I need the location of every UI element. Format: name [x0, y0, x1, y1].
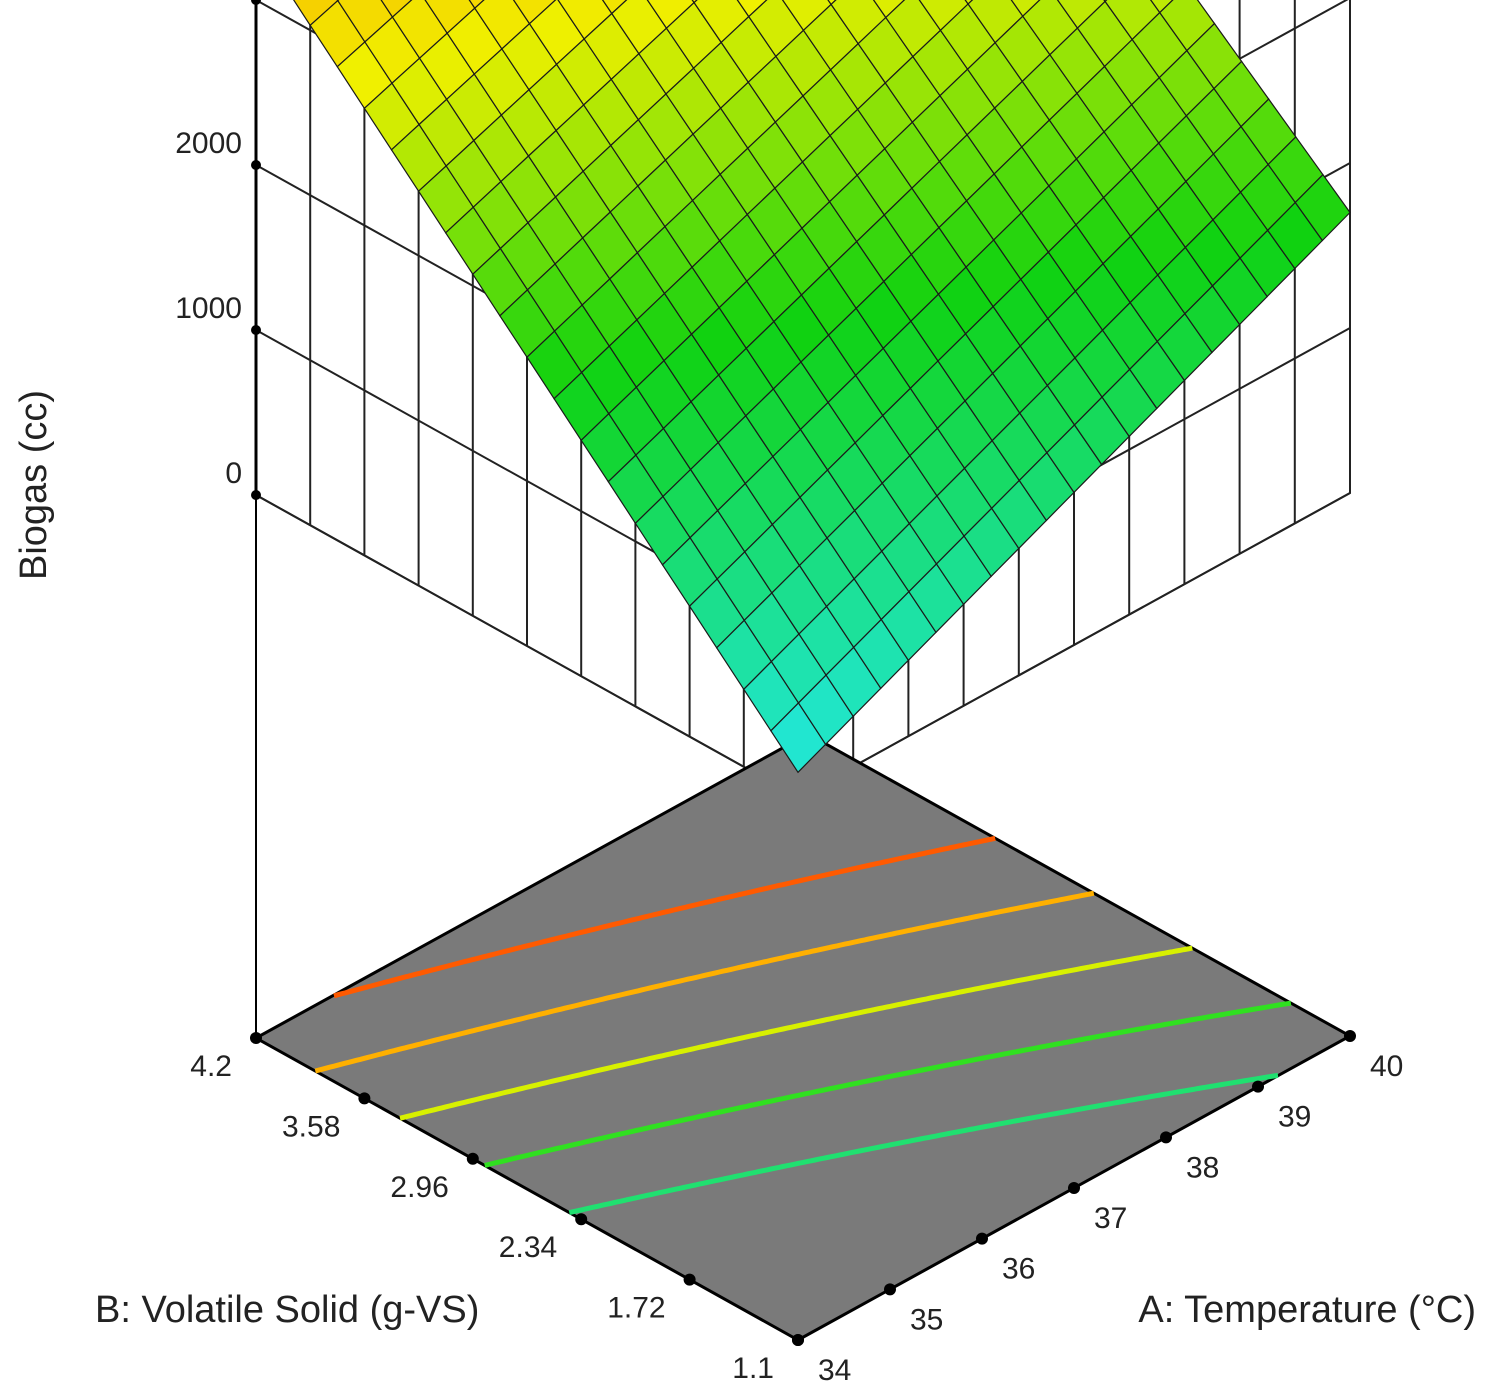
x-tick-label: 38 — [1186, 1151, 1219, 1184]
y-tick-label: 2.34 — [499, 1231, 557, 1264]
x-tick-dot — [1344, 1030, 1356, 1042]
y-axis-title: B: Volatile Solid (g-VS) — [95, 1289, 479, 1331]
z-tick-label: 0 — [225, 457, 242, 490]
y-tick-label: 2.96 — [390, 1171, 448, 1204]
x-tick-dot — [792, 1334, 804, 1346]
x-tick-dot — [1068, 1182, 1080, 1194]
x-tick-dot — [1160, 1131, 1172, 1144]
x-tick-label: 39 — [1278, 1101, 1311, 1134]
contour-line — [333, 835, 996, 999]
x-tick-label: 34 — [818, 1354, 851, 1387]
surface-cell — [468, 0, 485, 10]
floor-contours — [314, 835, 1292, 1216]
surface-cell — [601, 0, 628, 15]
x-tick-label: 40 — [1370, 1050, 1403, 1083]
x-tick-dot — [1252, 1080, 1264, 1093]
z-tick-dot — [251, 0, 261, 5]
axes — [250, 0, 1356, 1346]
y-tick-dot — [358, 1092, 371, 1105]
y-tick-label: 4.2 — [190, 1050, 232, 1083]
x-tick-dot — [884, 1283, 896, 1296]
surface-cell — [736, 0, 768, 18]
z-tick-label: 2000 — [175, 127, 242, 160]
response-surface — [293, 0, 1351, 774]
floor-plane — [252, 732, 1354, 1342]
contour-line — [399, 945, 1193, 1121]
z-tick-label: 1000 — [175, 292, 242, 325]
z-tick-dot — [251, 325, 261, 335]
contour-line — [484, 1000, 1292, 1168]
y-tick-dot — [683, 1273, 696, 1286]
z-axis-title: Biogas (cc) — [13, 390, 55, 580]
surface-cell — [1150, 0, 1174, 14]
y-tick-label: 1.1 — [732, 1352, 774, 1385]
contour-line — [314, 890, 1095, 1074]
x-tick-label: 37 — [1094, 1202, 1127, 1235]
y-tick-label: 1.72 — [607, 1292, 665, 1325]
x-tick-label: 35 — [910, 1303, 943, 1336]
y-tick-dot — [466, 1152, 479, 1165]
x-axis-title: A: Temperature (°C) — [1138, 1289, 1476, 1331]
surface-cell — [1294, 173, 1351, 242]
surface-cell — [1010, 0, 1041, 18]
y-tick-label: 3.58 — [282, 1110, 340, 1143]
y-tick-dot — [575, 1213, 588, 1226]
z-tick-dot — [251, 160, 261, 170]
contour-line — [568, 1072, 1279, 1216]
tick-labels: 010002000300040001.11.722.342.963.584.23… — [175, 127, 1403, 1387]
floor — [252, 732, 1354, 1342]
y-tick-dot — [250, 1032, 262, 1044]
x-tick-dot — [976, 1232, 988, 1245]
x-tick-label: 36 — [1002, 1253, 1035, 1286]
